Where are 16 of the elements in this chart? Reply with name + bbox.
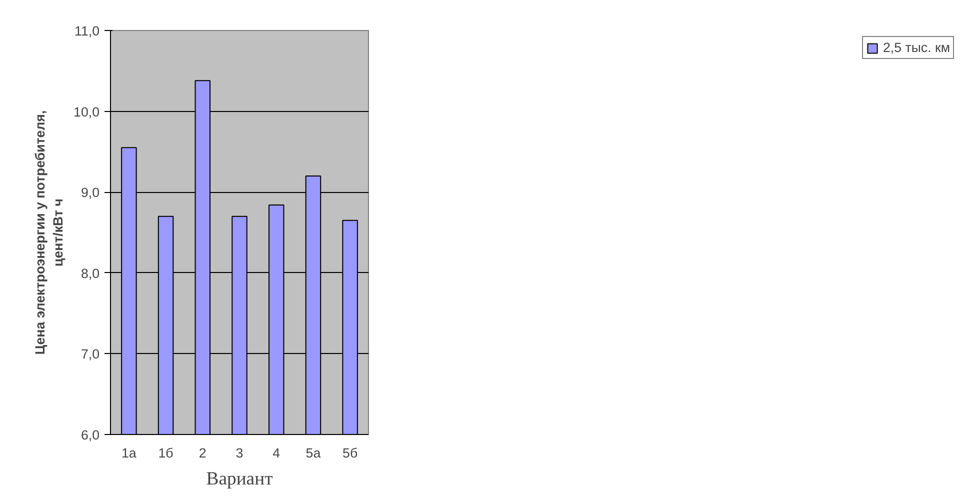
- y-tick-label: 8,0: [80, 266, 100, 281]
- y-tick-label: 9,0: [80, 185, 100, 200]
- x-tick-label: 1а: [122, 446, 137, 460]
- x-tick-label: 5а: [306, 446, 322, 460]
- x-tick-label: 2: [198, 446, 206, 460]
- y-tick-label: 10,0: [74, 104, 100, 120]
- legend-label: 2,5 тыс. км: [883, 40, 950, 55]
- y-tick-label: 11,0: [74, 24, 100, 38]
- y-tick-label: 6,0: [80, 428, 100, 442]
- x-axis-title: Вариант: [206, 468, 273, 490]
- y-tick-label: 7,0: [80, 346, 100, 362]
- x-tick-label: 1б: [158, 446, 174, 460]
- x-tick-label: 5б: [342, 446, 358, 460]
- x-tick-label: 3: [236, 446, 244, 460]
- y-axis-title: Цена электроэнергии у потребителя, цент/кВт ч: [32, 110, 66, 355]
- x-tick-label: 4: [272, 446, 281, 460]
